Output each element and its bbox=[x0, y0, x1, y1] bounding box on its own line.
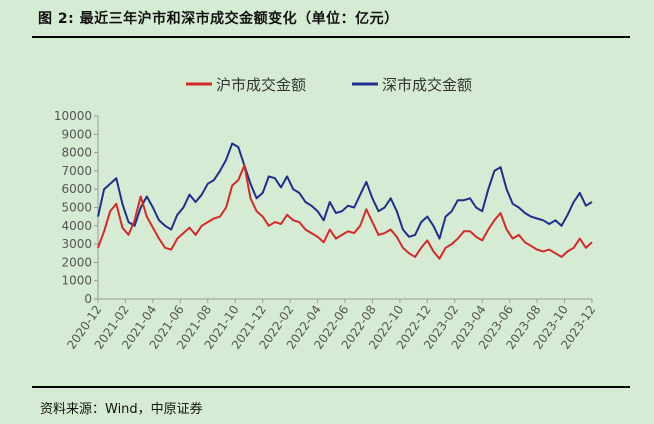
source-note: 资料来源：Wind，中原证券 bbox=[40, 402, 203, 417]
y-tick-label: 8000 bbox=[61, 146, 92, 160]
y-tick-label: 9000 bbox=[61, 127, 92, 141]
y-tick-label: 3000 bbox=[61, 237, 92, 251]
x-axis: 2020-122021-022021-042021-062021-082021-… bbox=[64, 298, 598, 352]
legend-label-sh: 沪市成交金额 bbox=[216, 76, 306, 94]
y-tick-label: 7000 bbox=[61, 164, 92, 178]
y-tick-label: 0 bbox=[84, 292, 92, 306]
series-line-sh bbox=[97, 164, 593, 260]
y-tick-label: 4000 bbox=[61, 219, 92, 233]
y-tick-label: 6000 bbox=[61, 182, 92, 196]
series-line-sz bbox=[97, 142, 593, 240]
y-tick-label: 1000 bbox=[61, 274, 92, 288]
legend-label-sz: 深市成交金额 bbox=[382, 76, 472, 94]
legend: 沪市成交金额 深市成交金额 bbox=[186, 76, 472, 94]
bottom-rule bbox=[32, 386, 630, 388]
plot-area bbox=[97, 142, 593, 260]
y-tick-label: 2000 bbox=[61, 255, 92, 269]
y-axis: 0 1000 2000 3000 4000 5000 6000 7000 8000 9000 100… bbox=[54, 109, 99, 306]
figure-title: 图 2: 最近三年沪市和深市成交金额变化（单位：亿元） bbox=[38, 11, 399, 27]
y-tick-label: 10000 bbox=[54, 109, 92, 123]
y-tick-label: 5000 bbox=[61, 201, 92, 215]
line-chart: 沪市成交金额 深市成交金额 0 1000 2000 3000 4000 5000 6000 7… bbox=[54, 76, 599, 352]
top-rule bbox=[32, 36, 630, 38]
